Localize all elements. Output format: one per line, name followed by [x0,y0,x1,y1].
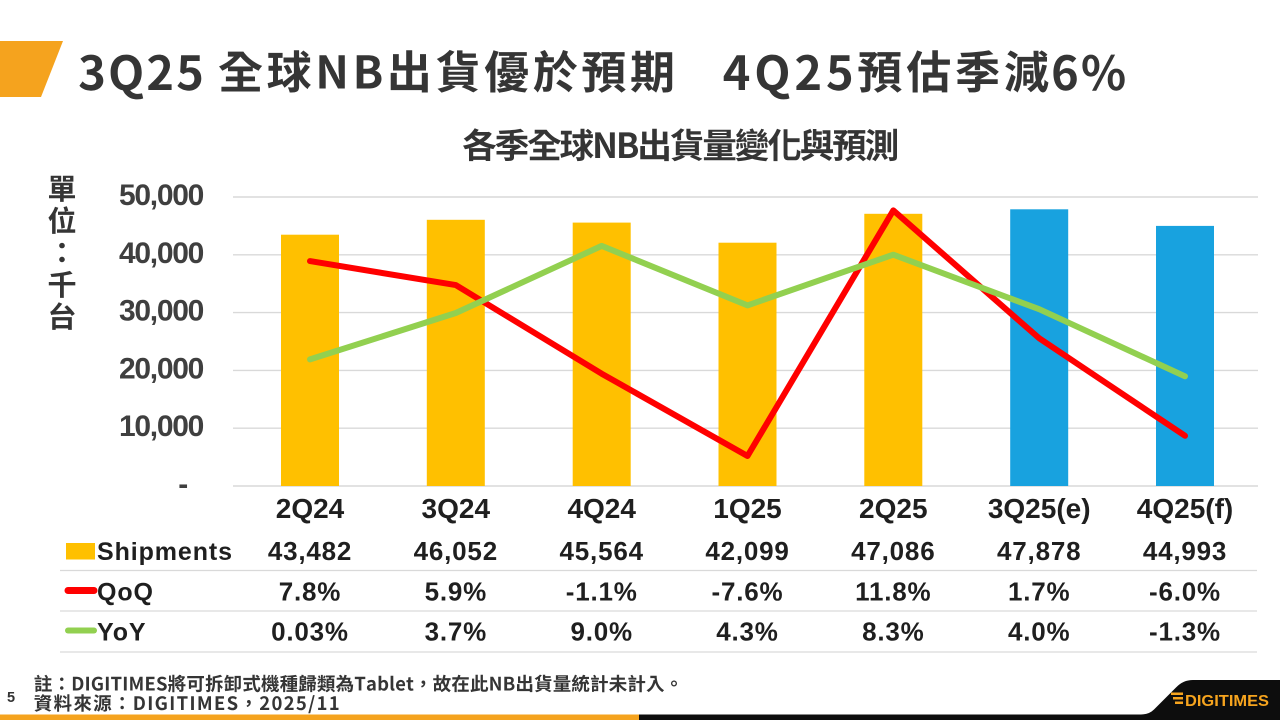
svg-text:8.3%: 8.3% [862,617,924,647]
svg-text:45,564: 45,564 [560,536,644,566]
svg-text:3Q25(e): 3Q25(e) [988,493,1091,524]
svg-text:46,052: 46,052 [414,536,498,566]
svg-text:4Q24: 4Q24 [567,493,636,524]
svg-text:11.8%: 11.8% [855,577,931,607]
svg-text:1.7%: 1.7% [1008,577,1070,607]
svg-text:-: - [178,468,187,501]
svg-text:47,086: 47,086 [851,536,935,566]
svg-text:47,878: 47,878 [997,536,1081,566]
svg-text:20,000: 20,000 [119,352,204,385]
svg-text:4.0%: 4.0% [1008,617,1070,647]
svg-text:DIGITIMES: DIGITIMES [1185,693,1269,710]
svg-text:3Q24: 3Q24 [422,493,491,524]
svg-text:-6.0%: -6.0% [1149,577,1221,607]
svg-text:4Q25(f): 4Q25(f) [1137,493,1233,524]
svg-text:30,000: 30,000 [119,295,204,328]
svg-text:3.7%: 3.7% [425,617,487,647]
svg-text:2Q25: 2Q25 [859,493,928,524]
svg-text:YoY: YoY [97,619,146,647]
svg-text:4.3%: 4.3% [716,617,778,647]
svg-text:9.0%: 9.0% [570,617,632,647]
svg-text:0.03%: 0.03% [271,617,349,647]
svg-text:1Q25: 1Q25 [713,493,782,524]
svg-text:5.9%: 5.9% [425,577,487,607]
svg-text:2Q24: 2Q24 [276,493,345,524]
svg-text:-1.1%: -1.1% [566,577,638,607]
svg-text:40,000: 40,000 [119,237,204,270]
svg-text:10,000: 10,000 [119,410,204,443]
svg-text:-1.3%: -1.3% [1149,617,1221,647]
svg-text:43,482: 43,482 [268,536,352,566]
svg-text:QoQ: QoQ [97,579,154,607]
svg-text:5: 5 [7,690,15,706]
svg-text:44,993: 44,993 [1143,536,1227,566]
svg-text:-7.6%: -7.6% [712,577,784,607]
svg-text:Shipments: Shipments [97,538,233,566]
svg-text:7.8%: 7.8% [279,577,341,607]
svg-text:50,000: 50,000 [119,179,204,212]
svg-text:42,099: 42,099 [705,536,789,566]
